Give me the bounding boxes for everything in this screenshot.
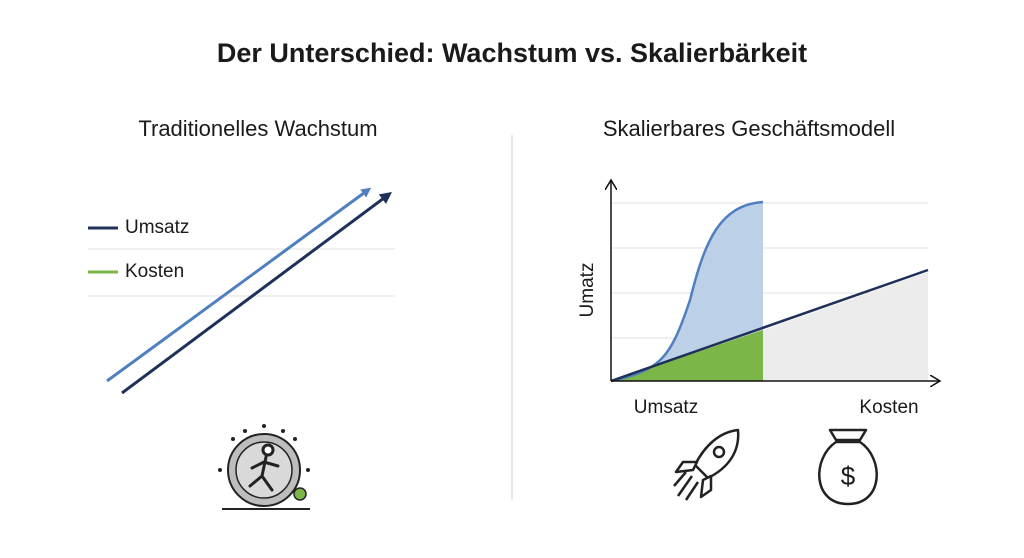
money-bag-icon: $: [818, 428, 878, 506]
y-axis-label: Umatz: [577, 263, 598, 318]
rocket-icon: [673, 428, 740, 501]
revenue-area: [611, 202, 763, 381]
panel-title: Traditionelles Wachstum: [138, 116, 377, 141]
hamster-wheel-icon: [218, 424, 310, 510]
legend-label: Kosten: [125, 261, 184, 282]
x-axis-label: Kosten: [859, 397, 918, 418]
arrow: [121, 192, 393, 395]
cost-area: [763, 272, 928, 381]
cost-line: [610, 268, 929, 383]
arrow: [106, 187, 372, 383]
x-axis-label: Umsatz: [634, 397, 698, 418]
dollar-sign: $: [841, 461, 856, 491]
title: Der Unterschied: Wachstum vs. Skalierbär…: [217, 38, 807, 68]
panel-title: Skalierbares Geschäftsmodell: [603, 116, 895, 141]
legend-label: Umsatz: [125, 217, 189, 238]
